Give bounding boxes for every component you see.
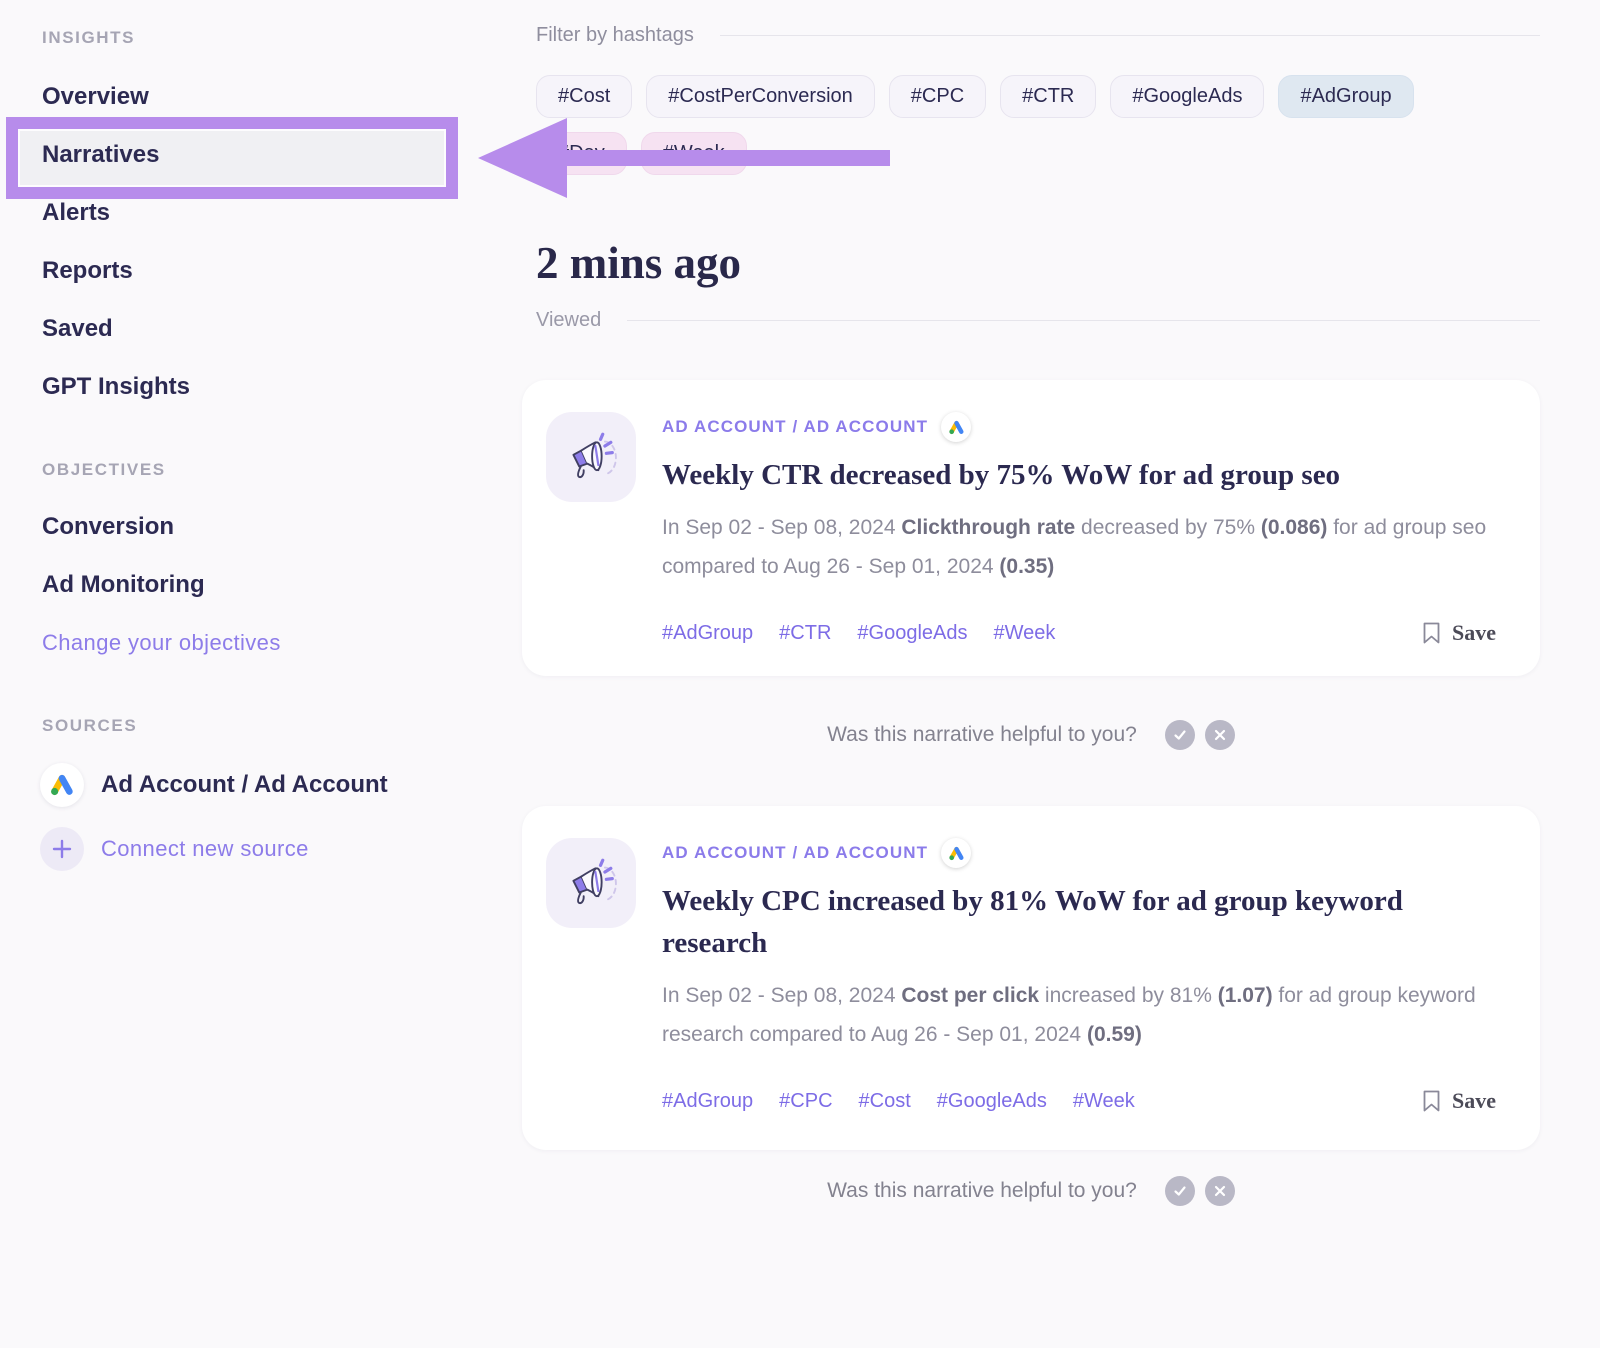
filter-by-hashtags-row: Filter by hashtags [536, 24, 1540, 47]
chip-cpc[interactable]: #CPC [888, 75, 987, 118]
chip-costperconversion[interactable]: #CostPerConversion [646, 75, 875, 118]
divider [719, 35, 1540, 36]
helpful-prompt: Was this narrative helpful to you? [827, 1179, 1137, 1202]
hashtag-filter-row-2: #Day #Week [536, 132, 1540, 175]
helpful-prompt: Was this narrative helpful to you? [827, 723, 1137, 746]
tag-week[interactable]: #Week [993, 621, 1056, 644]
objectives-section-label: OBJECTIVES [42, 460, 166, 479]
chip-ctr[interactable]: #CTR [1000, 75, 1097, 118]
filter-by-hashtags-label: Filter by hashtags [536, 24, 694, 46]
card-source-label: AD ACCOUNT / AD ACCOUNT [662, 417, 929, 436]
google-ads-icon [40, 763, 84, 807]
sources-section-label: SOURCES [42, 716, 138, 735]
tag-adgroup[interactable]: #AdGroup [662, 1089, 754, 1112]
sidebar-item-conversion[interactable]: Conversion [42, 513, 175, 540]
tag-ctr[interactable]: #CTR [779, 621, 832, 644]
hashtag-filter-row-1: #Cost #CostPerConversion #CPC #CTR #Goog… [536, 75, 1540, 118]
helpful-yes-icon[interactable] [1164, 720, 1195, 750]
narrative-title: Weekly CTR decreased by 75% WoW for ad g… [662, 459, 1341, 491]
save-label: Save [1452, 1088, 1496, 1113]
chip-day[interactable]: #Day [536, 132, 627, 175]
viewed-row: Viewed [536, 309, 1540, 332]
narrative-body: In Sep 02 - Sep 08, 2024 Cost per click … [662, 984, 1476, 1046]
megaphone-icon [546, 838, 636, 928]
sidebar-item-reports[interactable]: Reports [42, 257, 133, 284]
sidebar-item-alerts[interactable]: Alerts [42, 199, 111, 226]
narrative-title: Weekly CPC increased by 81% WoW for ad g… [662, 885, 1403, 959]
narrative-hashtags: #AdGroup #CTR #GoogleAds #Week [662, 622, 1055, 645]
google-ads-icon [941, 412, 972, 442]
sidebar-item-overview[interactable]: Overview [42, 83, 149, 110]
sidebar-item-narratives[interactable]: Narratives [42, 141, 160, 168]
chip-adgroup[interactable]: #AdGroup [1278, 75, 1414, 118]
source-item-ad-account[interactable]: Ad Account / Ad Account [0, 756, 505, 814]
connect-new-source-button[interactable]: Connect new source [0, 820, 505, 878]
tag-adgroup[interactable]: #AdGroup [662, 621, 754, 644]
sidebar-item-saved[interactable]: Saved [42, 315, 113, 342]
narrative-card-ctr: AD ACCOUNT / AD ACCOUNT Weekly CTR decre… [522, 380, 1540, 676]
save-label: Save [1452, 620, 1496, 645]
helpful-no-icon[interactable] [1204, 720, 1235, 750]
helpful-prompt-row: Was this narrative helpful to you? [522, 720, 1540, 750]
chip-cost[interactable]: #Cost [536, 75, 633, 118]
tag-googleads[interactable]: #GoogleAds [936, 1089, 1047, 1112]
narrative-body: In Sep 02 - Sep 08, 2024 Clickthrough ra… [662, 516, 1487, 578]
helpful-no-icon[interactable] [1204, 1176, 1235, 1206]
bookmark-icon [1423, 622, 1440, 644]
viewed-label: Viewed [536, 309, 602, 331]
divider [627, 320, 1540, 321]
plus-icon [40, 827, 84, 871]
narrative-hashtags: #AdGroup #CPC #Cost #GoogleAds #Week [662, 1090, 1135, 1113]
card-source-label: AD ACCOUNT / AD ACCOUNT [662, 843, 929, 862]
chip-week[interactable]: #Week [640, 132, 747, 175]
tag-googleads[interactable]: #GoogleAds [857, 621, 968, 644]
helpful-prompt-row: Was this narrative helpful to you? [522, 1176, 1540, 1206]
helpful-yes-icon[interactable] [1164, 1176, 1195, 1206]
source-name: Ad Account / Ad Account [101, 771, 388, 798]
save-button[interactable]: Save [1422, 620, 1496, 646]
main-content: Filter by hashtags #Cost #CostPerConvers… [522, 0, 1540, 1206]
google-ads-icon [941, 838, 972, 868]
megaphone-icon [546, 412, 636, 502]
sidebar: INSIGHTS Overview Narratives Alerts Repo… [0, 0, 505, 878]
change-objectives-link[interactable]: Change your objectives [42, 630, 281, 655]
time-group-heading: 2 mins ago [536, 238, 742, 288]
connect-new-source-label: Connect new source [101, 836, 309, 861]
tag-cpc[interactable]: #CPC [779, 1089, 833, 1112]
sidebar-item-ad-monitoring[interactable]: Ad Monitoring [42, 571, 205, 598]
chip-googleads[interactable]: #GoogleAds [1110, 75, 1265, 118]
narrative-card-cpc: AD ACCOUNT / AD ACCOUNT Weekly CPC incre… [522, 806, 1540, 1150]
insights-section-label: INSIGHTS [42, 28, 136, 47]
save-button[interactable]: Save [1422, 1088, 1496, 1114]
sidebar-item-gpt-insights[interactable]: GPT Insights [42, 373, 191, 400]
tag-week[interactable]: #Week [1072, 1089, 1135, 1112]
tag-cost[interactable]: #Cost [858, 1089, 911, 1112]
bookmark-icon [1423, 1090, 1440, 1112]
